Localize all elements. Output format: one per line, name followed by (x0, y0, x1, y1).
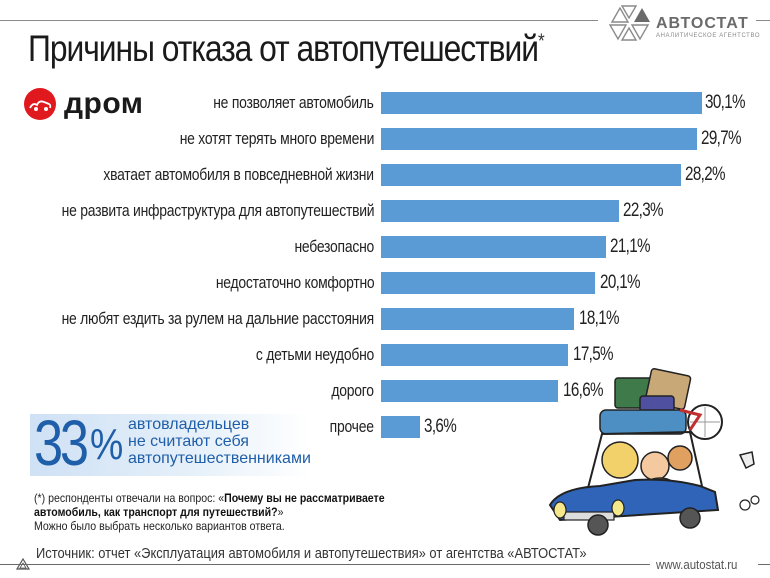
callout-text: автовладельцев не считают себя автопутеш… (128, 416, 311, 467)
footnote-suffix: » (277, 505, 284, 519)
drom-logo: дром (24, 88, 144, 120)
chart-row: небезопасно 21,1% (0, 236, 770, 258)
title-asterisk: * (538, 30, 545, 53)
autostat-logo: АВТОСТАТ АНАЛИТИЧЕСКОЕ АГЕНТСТВО (608, 2, 761, 46)
bar-label: не любят ездить за рулем на дальние расс… (61, 309, 375, 328)
autostat-name: АВТОСТАТ (656, 15, 749, 32)
chart-row: не развита инфраструктура для автопутеше… (0, 200, 770, 222)
top-divider-right (756, 20, 770, 21)
callout-percent: % (90, 420, 124, 469)
bar-label: хватает автомобиля в повседневной жизни (103, 165, 375, 184)
bar-label: недостаточно комфортно (215, 273, 374, 292)
chart-row: хватает автомобиля в повседневной жизни … (0, 164, 770, 186)
chart-row: не любят ездить за рулем на дальние расс… (0, 308, 770, 330)
bar-value: 18,1% (579, 308, 620, 329)
chart-row: дорого 16,6% (0, 380, 770, 402)
page-title: Причины отказа от автопутешествий* (28, 28, 545, 70)
drom-car-logo-icon (24, 88, 56, 120)
bar-value: 17,5% (573, 344, 614, 365)
bar (381, 380, 558, 402)
bar-value: 29,7% (701, 128, 742, 149)
source-text: Источник: отчет «Эксплуатация автомобиля… (36, 545, 587, 562)
bar (381, 236, 606, 258)
bottom-divider (0, 564, 650, 565)
footnote-question: Почему вы не рассматриваете автомобиль, … (34, 491, 385, 519)
bar-label: с детьми неудобно (255, 345, 374, 364)
bar-value: 22,3% (623, 200, 664, 221)
bottom-divider-right (758, 564, 770, 565)
autostat-subtitle: АНАЛИТИЧЕСКОЕ АГЕНТСТВО (656, 33, 761, 39)
bar-label: прочее (329, 417, 374, 436)
bar (381, 128, 697, 150)
bar-label: не развита инфраструктура для автопутеше… (61, 201, 374, 220)
chart-row: не позволяет автомобиль 30,1% (0, 92, 770, 114)
footnote: (*) респонденты отвечали на вопрос: «Поч… (34, 491, 421, 533)
callout-line-3: автопутешественниками (128, 450, 311, 467)
bar (381, 200, 619, 222)
chart-row: не хотят терять много времени 29,7% (0, 128, 770, 150)
bar-value: 20,1% (600, 272, 641, 293)
bar (381, 164, 681, 186)
overloaded-family-car-cartoon-icon (548, 368, 760, 536)
footnote-note: Можно было выбрать несколько вариантов о… (34, 519, 285, 533)
bar-value: 3,6% (424, 416, 457, 437)
drom-wordmark: дром (64, 87, 144, 120)
chart-row: прочее 3,6% (0, 416, 770, 438)
bar-label: не позволяет автомобиль (213, 93, 375, 112)
bar (381, 416, 420, 438)
top-divider (0, 20, 598, 21)
callout-number: 33 (34, 407, 89, 479)
title-text: Причины отказа от автопутешествий (28, 28, 539, 69)
stat-callout: 33 % автовладельцев не считают себя авто… (30, 407, 311, 479)
bar (381, 92, 702, 114)
bar-value: 21,1% (610, 236, 651, 257)
bar-value: 30,1% (705, 92, 746, 113)
chart-row: с детьми неудобно 17,5% (0, 344, 770, 366)
bar (381, 308, 574, 330)
bar-label: не хотят терять много времени (179, 129, 375, 148)
bar-label: небезопасно (294, 237, 374, 256)
bar-value: 16,6% (563, 380, 604, 401)
callout-line-2: не считают себя (128, 433, 249, 450)
autostat-triangles-logo-icon (608, 5, 650, 41)
bar-value: 28,2% (685, 164, 726, 185)
callout-line-1: автовладельцев (128, 416, 250, 433)
bar (381, 272, 595, 294)
footnote-prefix: (*) респонденты отвечали на вопрос: « (34, 491, 225, 505)
bar (381, 344, 568, 366)
chart-row: недостаточно комфортно 20,1% (0, 272, 770, 294)
bar-label: дорого (331, 381, 375, 400)
website-link[interactable]: www.autostat.ru (656, 557, 738, 572)
